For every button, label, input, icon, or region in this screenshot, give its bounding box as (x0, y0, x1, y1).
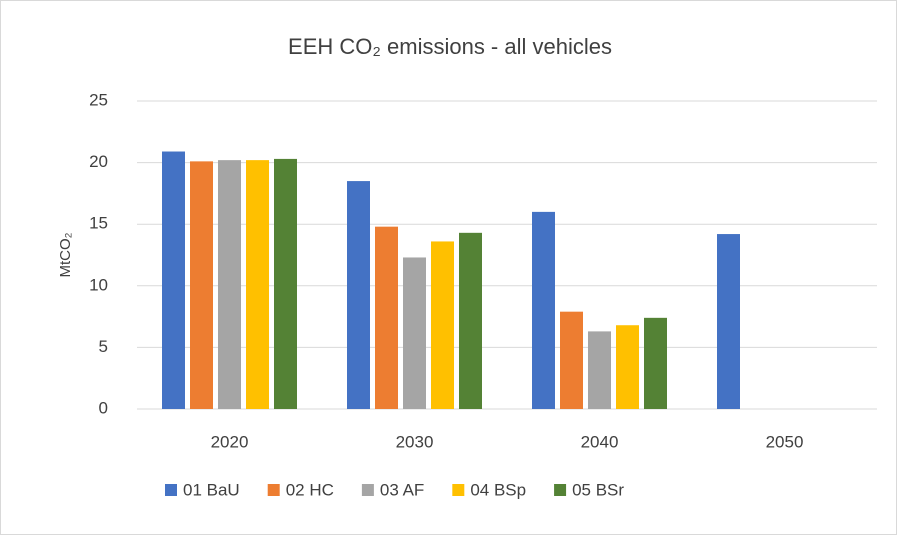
bar (431, 241, 454, 409)
x-tick-label: 2030 (396, 432, 434, 451)
y-tick-label: 15 (89, 214, 108, 233)
bar (375, 226, 398, 409)
legend-label: 05 BSr (572, 480, 624, 499)
legend-label: 02 HC (286, 480, 334, 499)
bar (717, 234, 740, 409)
legend-label: 01 BaU (183, 480, 240, 499)
x-tick-label: 2050 (766, 432, 804, 451)
bar (190, 161, 213, 409)
bar (246, 160, 269, 409)
legend-swatch (361, 484, 374, 496)
legend-label: 03 AF (380, 480, 424, 499)
y-tick-label: 20 (89, 152, 108, 171)
bar (218, 160, 241, 409)
bar (532, 211, 555, 409)
y-tick-label: 5 (99, 337, 108, 356)
x-tick-label: 2040 (581, 432, 619, 451)
legend-swatch (165, 484, 177, 496)
legend-swatch (267, 484, 280, 496)
bar (560, 311, 583, 409)
bar (459, 232, 482, 409)
x-tick-label: 2020 (211, 432, 249, 451)
bar (403, 257, 426, 409)
bar (616, 325, 639, 409)
y-tick-label: 0 (99, 398, 108, 417)
legend-label: 04 BSp (470, 480, 526, 499)
bar (274, 158, 297, 409)
bar (347, 181, 370, 409)
y-tick-label: 25 (89, 90, 108, 109)
bar (644, 317, 667, 409)
legend-swatch (452, 484, 465, 496)
y-axis-title: MtCO₂ (57, 232, 74, 277)
chart-title: EEH CO₂ emissions - all vehicles (288, 34, 612, 59)
bar (162, 151, 185, 409)
y-tick-label: 10 (89, 275, 108, 294)
legend-swatch (554, 484, 567, 496)
bar (588, 331, 611, 409)
